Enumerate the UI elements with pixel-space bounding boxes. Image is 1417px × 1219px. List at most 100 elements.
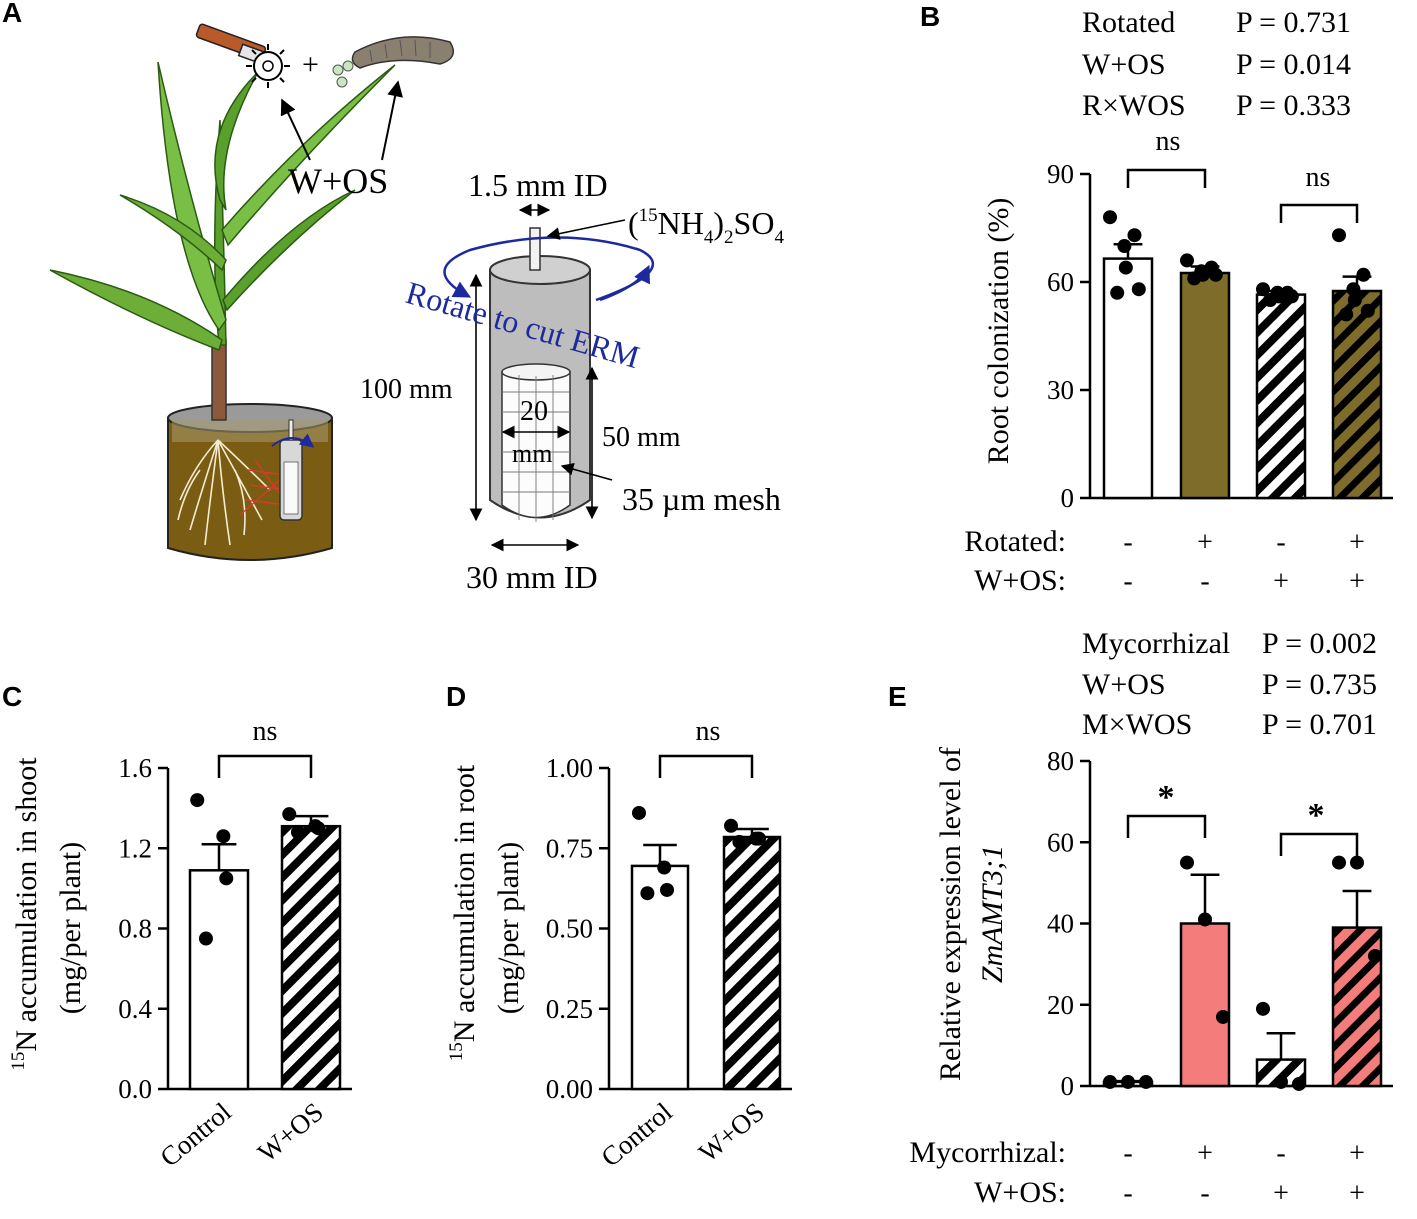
bar	[1179, 922, 1231, 1088]
sig-label-c: ns	[253, 716, 278, 747]
data-point	[1368, 949, 1382, 963]
stat-name-b-0: Rotated	[1082, 6, 1175, 39]
y-tick-label: 30	[1047, 375, 1074, 405]
significance-bracket	[1279, 203, 1359, 223]
data-point	[1284, 289, 1299, 304]
panel-letter-d: D	[446, 681, 466, 712]
data-point	[1118, 260, 1133, 275]
factor-cell: +	[1273, 1178, 1289, 1209]
chart-e-plot-area: 0 20 40 60 80	[1047, 746, 1393, 1101]
y-tick-label: 0	[1061, 1071, 1075, 1101]
stat-name-e-1: W+OS	[1082, 668, 1166, 701]
inner-mm-label: mm	[512, 439, 552, 468]
factor-cell: +	[1197, 527, 1213, 558]
factor-cell: -	[1200, 566, 1209, 597]
significance-bracket	[658, 754, 754, 778]
plus-sign: +	[302, 48, 319, 81]
y-axis-label-d-main: 15N accumulation in root	[446, 764, 481, 1061]
y-tick-label: 0.50	[546, 914, 593, 944]
y-tick-label: 0.0	[118, 1074, 152, 1104]
pot-illustration	[167, 403, 333, 561]
data-point	[1110, 285, 1125, 300]
w-os-label-a: W+OS	[288, 161, 388, 201]
data-point	[1198, 912, 1212, 927]
y-tick-label: 60	[1047, 827, 1074, 857]
data-point	[724, 818, 738, 833]
factor-label-b-0: Rotated:	[964, 525, 1066, 558]
data-point	[1216, 1009, 1230, 1024]
x-tick-label: Control	[595, 1097, 677, 1173]
factor-label-e-0: Mycorrhizal:	[909, 1136, 1066, 1169]
chart-d-plot-area: 0.00 0.25 0.50 0.75 1.00 Control W+OS	[546, 753, 792, 1173]
data-point	[1208, 267, 1223, 282]
panel-e-chart: E Mycorrhizal P = 0.002 W+OS P = 0.735 M…	[888, 627, 1393, 1209]
sig-label-e-0: *	[1158, 779, 1175, 816]
stat-name-e-0: Mycorrhizal	[1082, 627, 1230, 660]
stat-name-b-2: R×WOS	[1082, 89, 1186, 122]
sig-label-d: ns	[696, 716, 721, 747]
data-point	[660, 882, 674, 897]
y-tick-label: 1.2	[118, 833, 152, 863]
bar	[722, 835, 782, 1091]
data-point	[1350, 855, 1364, 870]
data-point	[219, 871, 234, 886]
factor-cell: -	[1123, 566, 1132, 597]
data-point	[1103, 210, 1117, 225]
stat-p-b-2: P = 0.333	[1236, 89, 1351, 122]
data-point	[290, 825, 305, 840]
data-point	[1332, 228, 1346, 243]
factor-cell: -	[1200, 1178, 1209, 1209]
data-point	[1339, 307, 1354, 322]
significance-bracket	[1126, 168, 1207, 188]
x-tick-label: Control	[154, 1097, 236, 1173]
factor-label-e-1: W+OS:	[974, 1176, 1066, 1209]
data-point	[198, 931, 213, 946]
data-point	[1346, 282, 1361, 297]
y-tick-label: 0.75	[546, 833, 593, 863]
stat-p-e-0: P = 0.002	[1262, 627, 1377, 660]
panel-d-chart: D 15N accumulation in root (mg/per plant…	[446, 681, 792, 1173]
y-tick-label: 0.4	[118, 994, 152, 1024]
data-point	[1131, 282, 1146, 297]
data-point	[632, 805, 646, 820]
data-point	[1180, 855, 1194, 870]
panel-letter-e: E	[888, 681, 907, 712]
height-50-label: 50 mm	[602, 422, 681, 453]
data-point	[1117, 239, 1132, 253]
data-point	[752, 831, 766, 846]
bar	[1331, 926, 1383, 1088]
y-axis-label-c-unit: (mg/per plant)	[54, 842, 87, 1014]
oral-secretion-droplets	[332, 60, 354, 88]
data-point	[1292, 1076, 1306, 1091]
significance-bracket	[1279, 832, 1359, 856]
x-tick-label: W+OS	[252, 1097, 329, 1168]
panel-c-chart: C 15N accumulation in shoot (mg/per plan…	[2, 681, 352, 1173]
inner-20-label: 20	[520, 396, 548, 427]
sig-label-b-0: ns	[1156, 126, 1181, 157]
data-point	[1360, 303, 1375, 318]
maize-plant-illustration	[49, 61, 396, 421]
wound-tool-illustration: +	[195, 23, 319, 88]
bar	[1179, 271, 1231, 500]
data-point	[657, 860, 672, 875]
chart-c-plot-area: 0.0 0.4 0.8 1.2 1.6 Control W+OS	[118, 753, 352, 1173]
factor-cell: +	[1273, 566, 1289, 597]
data-point	[1139, 1074, 1153, 1089]
factor-cell: -	[1276, 527, 1285, 558]
bar	[1331, 289, 1383, 500]
y-tick-label: 1.00	[546, 753, 593, 783]
height-100-label: 100 mm	[360, 374, 453, 405]
factor-cell: +	[1349, 566, 1365, 597]
y-tick-label: 90	[1047, 159, 1074, 189]
tube-id-label: 1.5 mm ID	[468, 167, 608, 203]
y-axis-label-c-main: 15N accumulation in shoot	[8, 757, 43, 1071]
data-point	[1187, 271, 1202, 286]
factor-cell: -	[1123, 527, 1132, 558]
stat-name-b-1: W+OS	[1082, 48, 1166, 81]
factor-cell: +	[1349, 527, 1365, 558]
outer-id-label: 30 mm ID	[466, 559, 598, 595]
panel-letter-c: C	[2, 681, 22, 712]
sig-label-b-1: ns	[1306, 162, 1331, 193]
panel-letter-b: B	[920, 1, 940, 32]
sig-label-e-1: *	[1308, 797, 1325, 834]
